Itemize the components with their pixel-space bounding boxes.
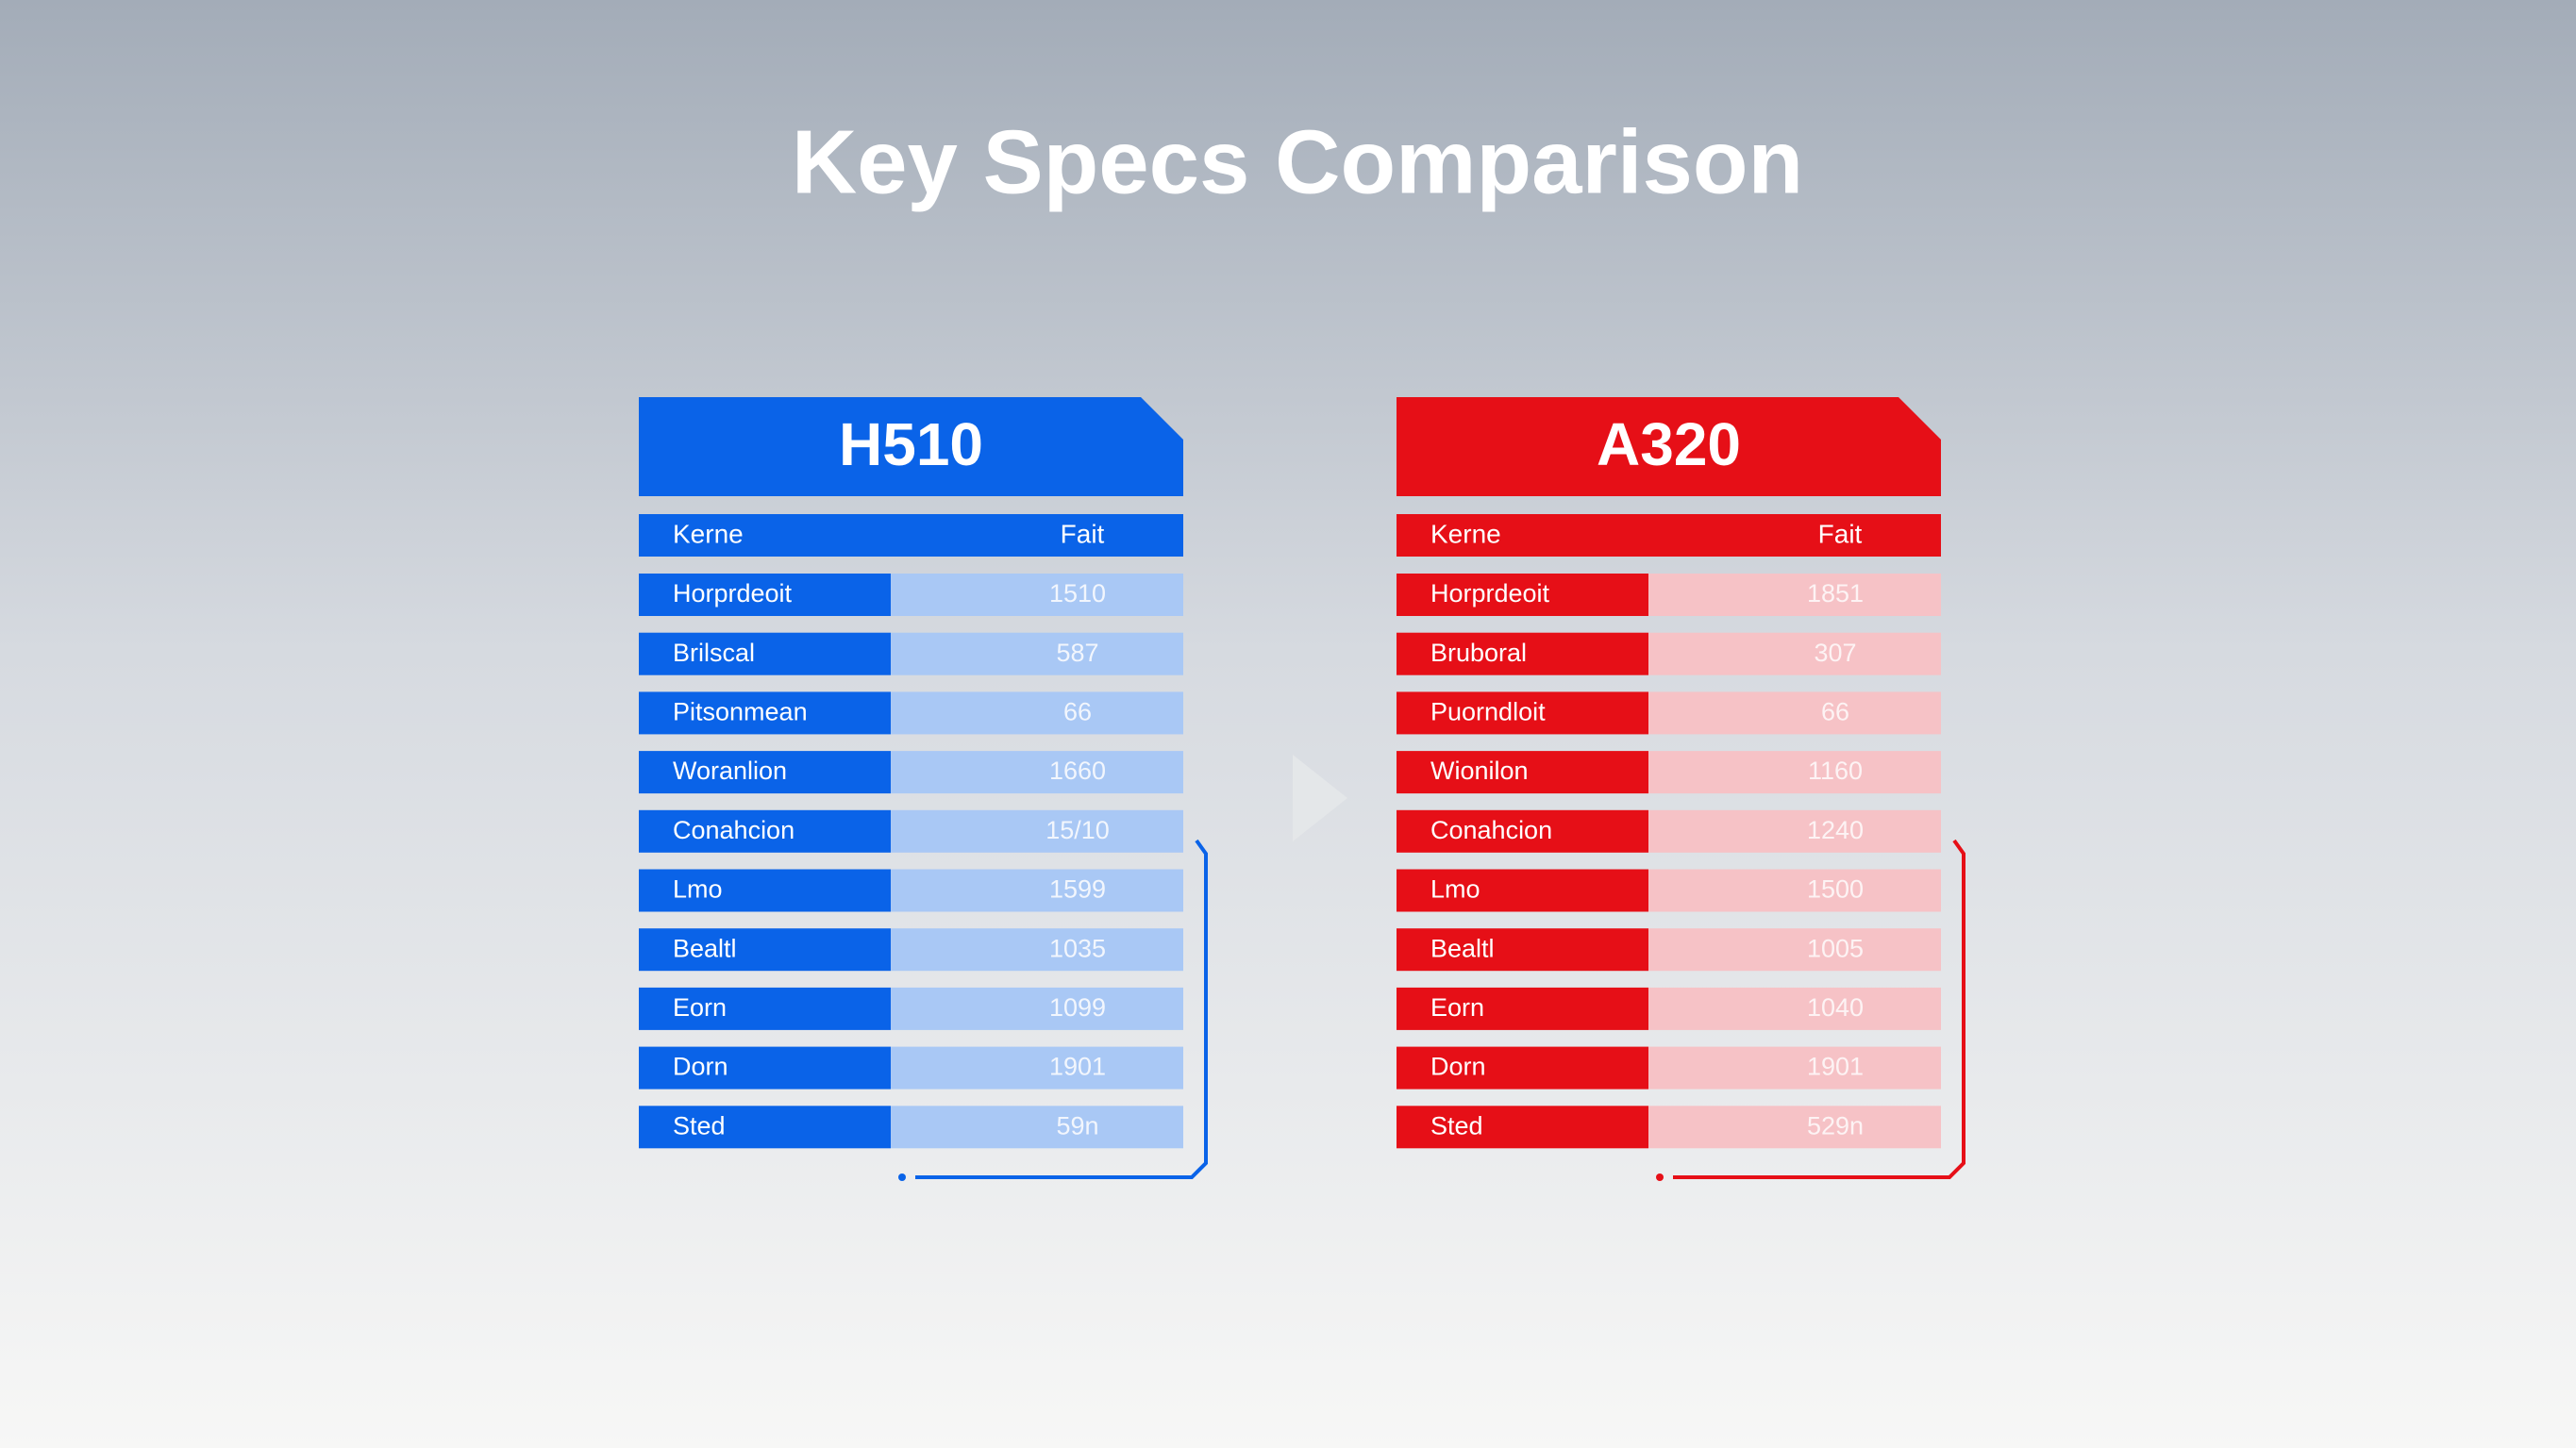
row-value: 1040	[1807, 993, 1864, 1022]
value-cell-bg	[891, 1046, 1183, 1090]
row-label: Dorn	[1430, 1053, 1486, 1081]
header-cell: Kerne	[673, 519, 744, 548]
value-cell-bg	[1648, 1046, 1941, 1090]
row-label: Conahcion	[1430, 816, 1552, 844]
row-label: Pitsonmean	[673, 698, 808, 726]
value-cell-bg	[891, 1106, 1183, 1149]
label-cell-bg	[639, 1046, 891, 1090]
header-cell: Kerne	[1430, 519, 1501, 548]
row-label: Lmo	[1430, 875, 1480, 904]
arrow	[1293, 755, 1347, 841]
value-cell-bg	[891, 809, 1183, 853]
header-cell: Fait	[1061, 519, 1105, 548]
value-cell-bg	[891, 987, 1183, 1030]
label-cell-bg	[639, 1106, 891, 1149]
label-cell-bg	[1397, 691, 1648, 735]
row-label: Lmo	[673, 875, 723, 904]
value-cell-bg	[1648, 809, 1941, 853]
label-cell-bg	[639, 869, 891, 912]
value-cell-bg	[1648, 691, 1941, 735]
value-cell-bg	[891, 632, 1183, 675]
row-value: 1660	[1049, 757, 1106, 785]
row-label: Eorn	[673, 993, 727, 1022]
value-cell-bg	[1648, 632, 1941, 675]
value-cell-bg	[1648, 987, 1941, 1030]
value-cell-bg	[1648, 928, 1941, 972]
label-cell-bg	[639, 751, 891, 794]
row-value: 1599	[1049, 875, 1106, 904]
row-value: 1901	[1049, 1053, 1106, 1081]
label-cell-bg	[639, 574, 891, 616]
row-label: Dorn	[673, 1053, 728, 1081]
table-banner	[639, 397, 1183, 496]
row-label: Bealtl	[1430, 934, 1495, 962]
label-cell-bg	[1397, 574, 1648, 616]
row-value: 1510	[1049, 579, 1106, 607]
row-value: 66	[1821, 698, 1849, 726]
row-label: Bruboral	[1430, 639, 1527, 667]
label-cell-bg	[1397, 1046, 1648, 1090]
row-value: 529n	[1807, 1111, 1864, 1140]
bracket-dot	[898, 1173, 906, 1181]
row-label: Brilscal	[673, 639, 755, 667]
label-cell-bg	[1397, 869, 1648, 912]
label-cell-bg	[1397, 1106, 1648, 1149]
label-cell-bg	[1397, 987, 1648, 1030]
label-cell-bg	[639, 987, 891, 1030]
row-label: Conahcion	[673, 816, 795, 844]
row-label: Horprdeoit	[1430, 579, 1550, 607]
row-value: 1035	[1049, 934, 1106, 962]
table-banner	[1397, 397, 1941, 496]
label-cell-bg	[1397, 809, 1648, 853]
label-cell-bg	[639, 928, 891, 972]
row-value: 1160	[1808, 757, 1863, 785]
header-cell: Fait	[1818, 519, 1863, 548]
row-label: Wionilon	[1430, 757, 1529, 785]
row-value: 1851	[1807, 579, 1864, 607]
label-cell-bg	[639, 809, 891, 853]
label-cell-bg	[1397, 928, 1648, 972]
value-cell-bg	[891, 869, 1183, 912]
row-value: 66	[1063, 698, 1092, 726]
row-label: Puorndloit	[1430, 698, 1546, 726]
value-cell-bg	[891, 751, 1183, 794]
table-name: A320	[1597, 410, 1741, 478]
bracket-dot	[1656, 1173, 1664, 1181]
row-value: 1500	[1807, 875, 1864, 904]
row-value: 1099	[1049, 993, 1106, 1022]
row-label: Woranlion	[673, 757, 787, 785]
row-label: Eorn	[1430, 993, 1484, 1022]
row-value: 1005	[1807, 934, 1864, 962]
value-cell-bg	[1648, 574, 1941, 616]
header-row	[639, 514, 1183, 557]
row-value: 587	[1056, 639, 1098, 667]
value-cell-bg	[1648, 751, 1941, 794]
page-title: Key Specs Comparison	[792, 111, 1803, 212]
table-name: H510	[839, 410, 983, 478]
header-row	[1397, 514, 1941, 557]
label-cell-bg	[1397, 751, 1648, 794]
label-cell-bg	[1397, 632, 1648, 675]
value-cell-bg	[891, 574, 1183, 616]
label-cell-bg	[639, 632, 891, 675]
value-cell-bg	[1648, 1106, 1941, 1149]
label-cell-bg	[639, 691, 891, 735]
value-cell-bg	[891, 691, 1183, 735]
value-cell-bg	[1648, 869, 1941, 912]
row-value: 1240	[1807, 816, 1864, 844]
value-cell-bg	[891, 928, 1183, 972]
row-label: Horprdeoit	[673, 579, 793, 607]
row-label: Bealtl	[673, 934, 737, 962]
row-value: 59n	[1056, 1111, 1098, 1140]
row-value: 15/10	[1045, 816, 1110, 844]
bracket	[1673, 839, 1965, 1179]
bracket	[915, 839, 1208, 1179]
row-value: 1901	[1807, 1053, 1864, 1081]
row-value: 307	[1814, 639, 1856, 667]
row-label: Sted	[673, 1111, 726, 1140]
row-label: Sted	[1430, 1111, 1483, 1140]
